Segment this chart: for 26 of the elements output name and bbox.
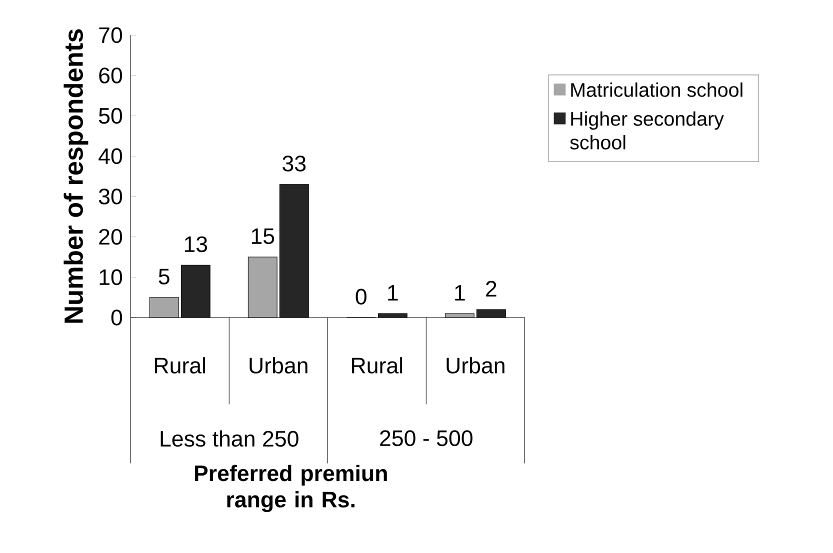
legend-label: Matriculation school xyxy=(571,82,742,98)
x-tick-label: Rural xyxy=(352,357,402,374)
text: 250 - 500 xyxy=(380,430,472,446)
y-tick-label: 30 xyxy=(98,188,122,205)
y-tick-label: 20 xyxy=(99,229,122,245)
y-tick-label: 50 xyxy=(98,108,122,124)
data-label: 1 xyxy=(455,285,465,301)
y-tick-label: 40 xyxy=(98,148,122,164)
data-label: 15 xyxy=(252,228,274,244)
data-label: 2 xyxy=(486,281,496,297)
data-label: 13 xyxy=(184,236,208,252)
y-axis-title: Number of respondents xyxy=(64,29,88,323)
x-tick-label: Rural xyxy=(155,357,206,374)
data-label: 1 xyxy=(388,285,398,301)
data-label: 5 xyxy=(158,268,170,285)
data-label: 33 xyxy=(282,156,306,172)
text: Less than 250 xyxy=(160,430,298,447)
y-tick-label: 10 xyxy=(100,269,122,286)
data-label: 0 xyxy=(356,288,366,305)
y-tick-label: 60 xyxy=(99,68,122,84)
x-tick-label: Urban xyxy=(446,357,504,374)
x-tick-label: Urban xyxy=(250,357,308,374)
legend-label: Higher secondary school xyxy=(570,112,724,150)
y-tick-label: 0 xyxy=(111,310,122,326)
y-tick-label: 70 xyxy=(99,27,122,44)
x-axis-title: Preferred premiun range in Rs. xyxy=(194,465,387,512)
